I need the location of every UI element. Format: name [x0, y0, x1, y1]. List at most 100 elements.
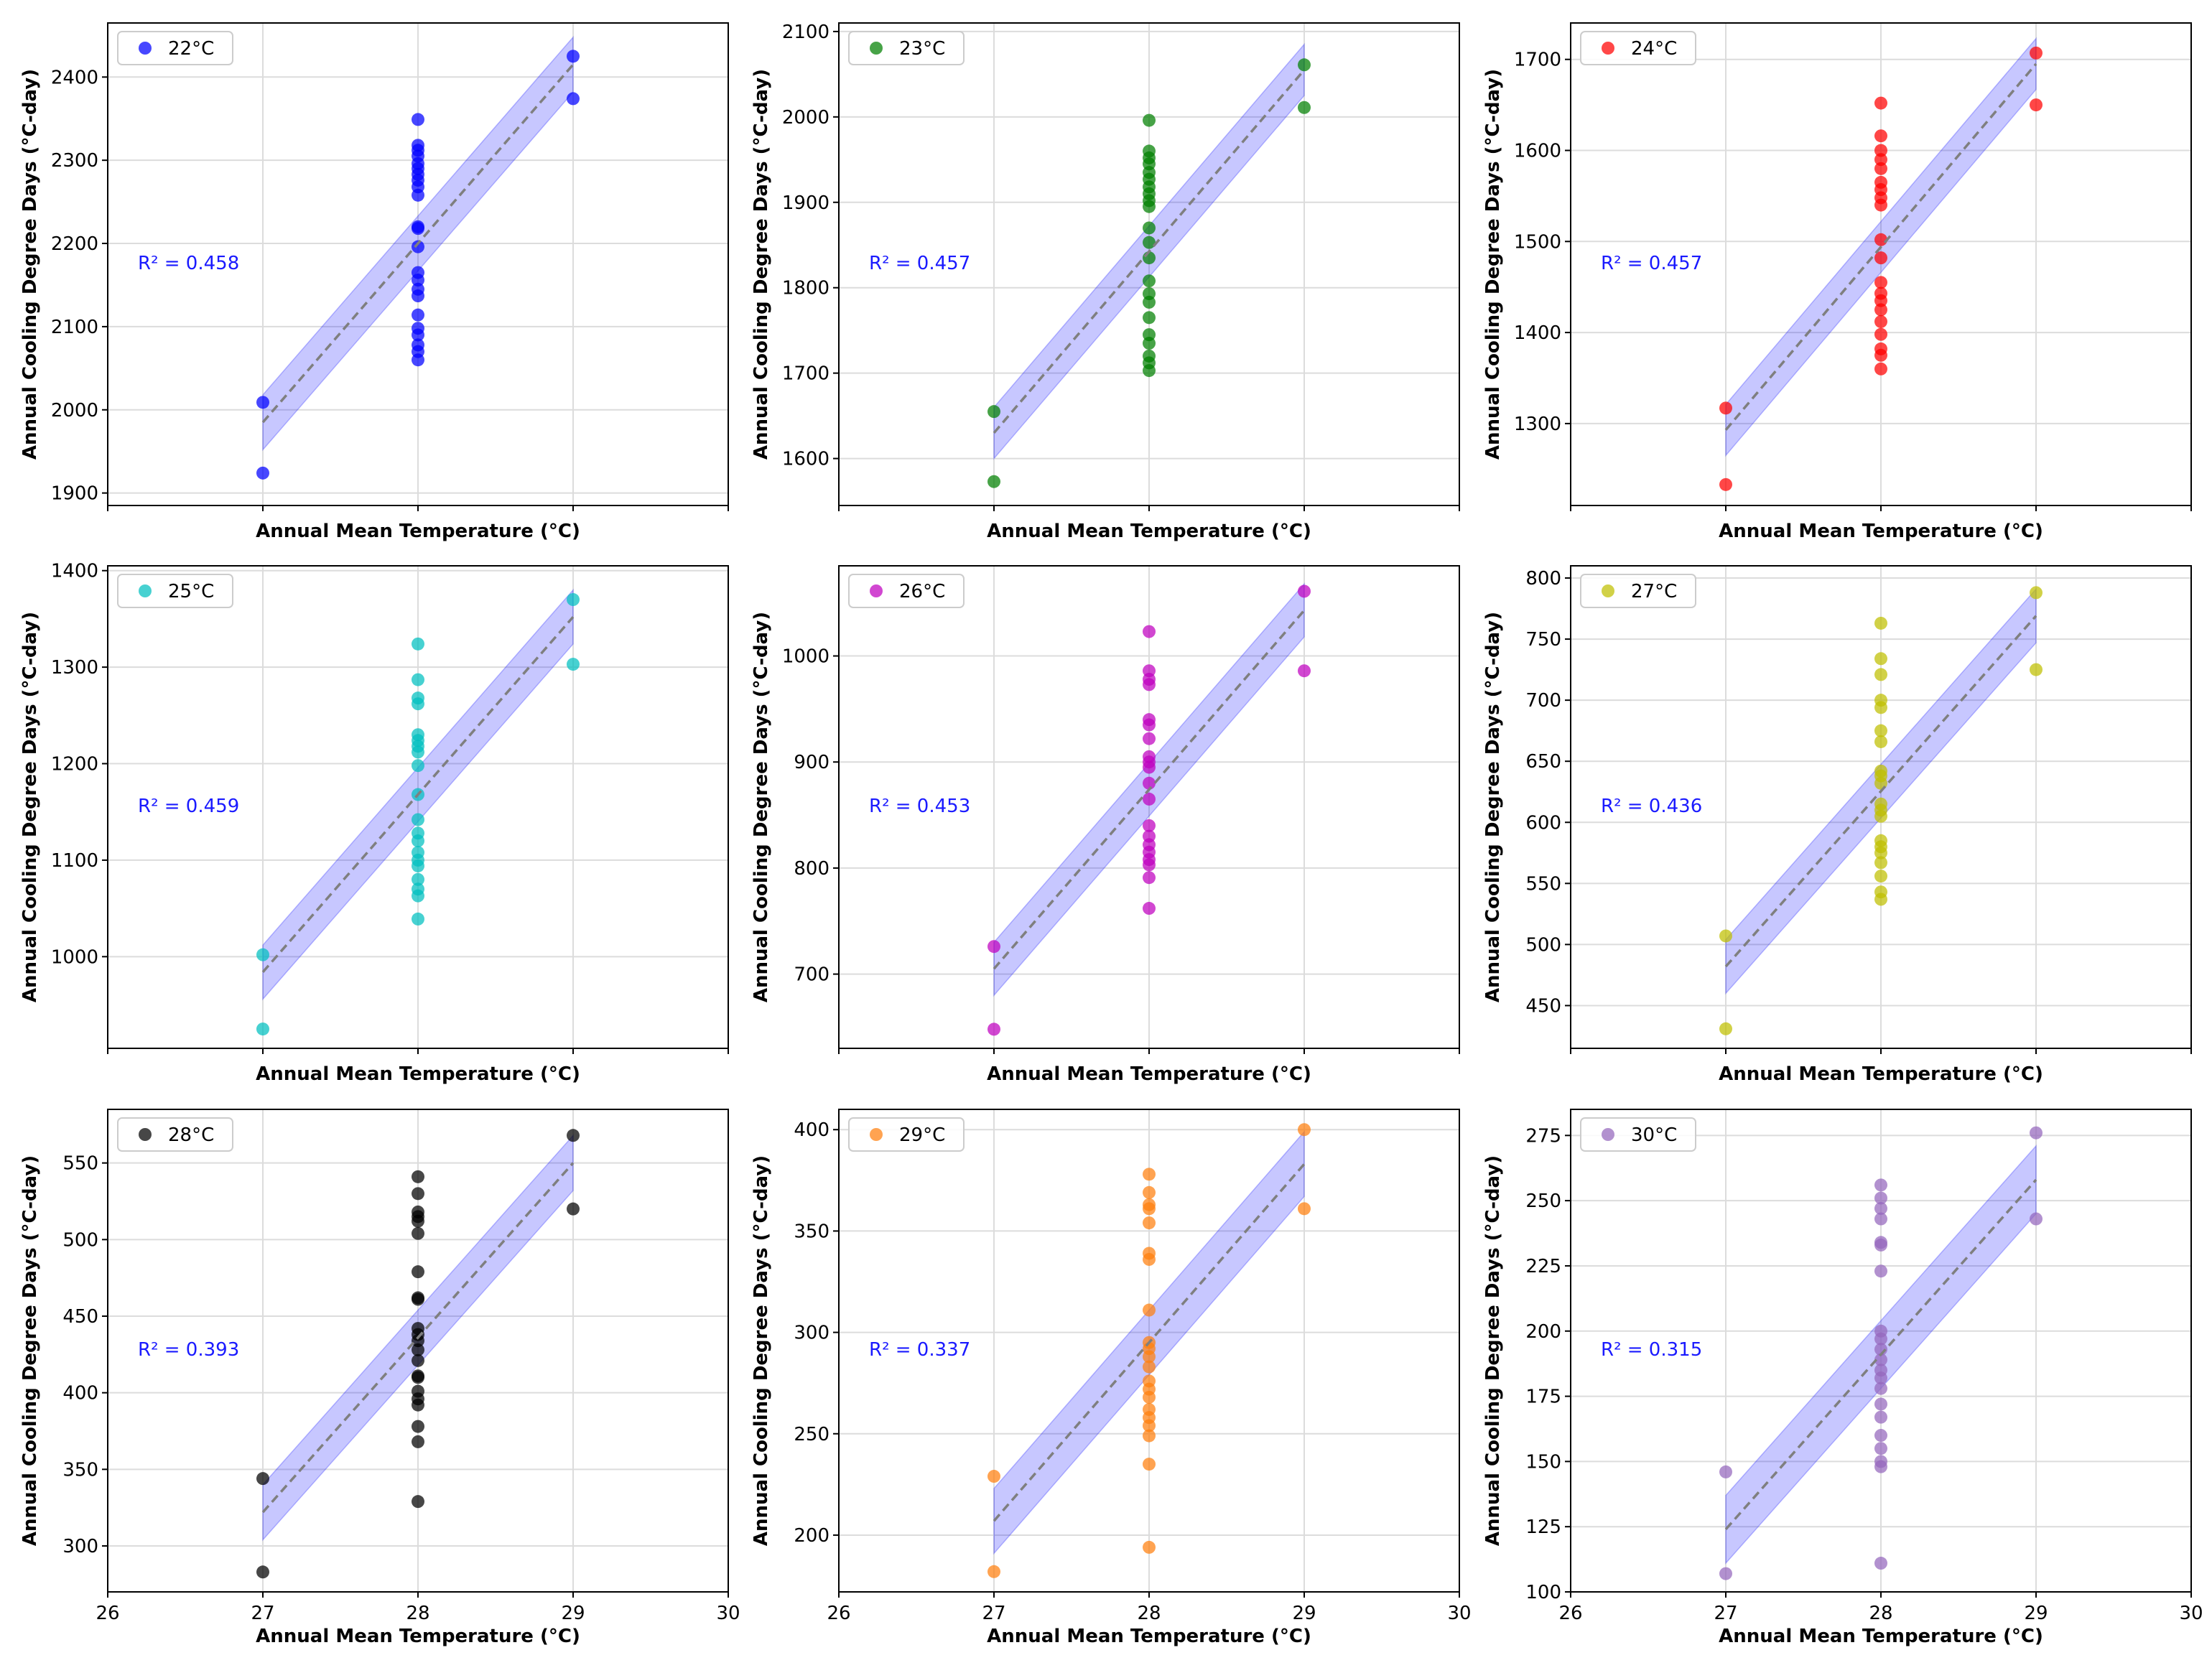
legend-label: 30°C [1631, 1124, 1677, 1146]
legend-label: 25°C [168, 581, 214, 602]
subplot-5: 700 800 900 1000 Annual Mean Temperature (°C… [750, 565, 1460, 1085]
data-point [567, 593, 580, 607]
data-point [1143, 718, 1156, 732]
y-tick-label: 275 [1525, 1125, 1561, 1147]
subplot-8: 200 250 300 350 400 26 27 28 29 30 Annual Mean Tem… [750, 1109, 1472, 1647]
y-tick-label: 650 [1525, 751, 1561, 773]
data-point [412, 673, 424, 686]
data-point [412, 353, 424, 367]
y-tick-label: 250 [794, 1424, 830, 1445]
fit-line [993, 609, 1306, 970]
x-axis-label: Annual Mean Temperature (°C) [1719, 1063, 2043, 1085]
data-point [1719, 1022, 1732, 1035]
x-axis-label: Annual Mean Temperature (°C) [256, 1063, 580, 1085]
data-point [412, 1398, 424, 1412]
data-point [1719, 1465, 1732, 1478]
data-point [1874, 701, 1887, 714]
data-point [1874, 1557, 1887, 1570]
data-point [1874, 1264, 1887, 1278]
data-point [412, 1371, 424, 1384]
r2-annotation: R² = 0.457 [869, 253, 970, 274]
y-tick-label: 1800 [782, 278, 830, 299]
data-point [256, 466, 269, 480]
data-point [1874, 162, 1887, 175]
fit-line [261, 1162, 575, 1514]
y-tick-label: 450 [62, 1306, 98, 1328]
legend-box [117, 1117, 233, 1152]
data-point [412, 834, 424, 848]
data-point [1143, 295, 1156, 309]
data-point [412, 859, 424, 872]
fit-line [993, 1163, 1306, 1522]
data-point [1143, 678, 1156, 691]
data-point [1143, 732, 1156, 745]
data-point [1874, 198, 1887, 212]
data-point [412, 637, 424, 651]
legend-label: 26°C [899, 581, 945, 602]
fit-line [261, 63, 575, 424]
fit-line [1724, 615, 2037, 968]
y-tick-label: 200 [1525, 1321, 1561, 1343]
data-point [1874, 1429, 1887, 1443]
data-point [1874, 893, 1887, 906]
data-point [1143, 871, 1156, 885]
fit-line [1724, 1178, 2037, 1530]
data-point [1874, 153, 1887, 167]
data-point [412, 1187, 424, 1201]
x-tick-label: 26 [827, 1603, 850, 1624]
data-point [1143, 221, 1156, 235]
data-point [1143, 1303, 1156, 1317]
data-point [1143, 364, 1156, 378]
data-point [1874, 1178, 1887, 1192]
data-point [988, 1470, 1000, 1483]
data-point [2030, 1212, 2043, 1226]
data-point [1874, 846, 1887, 859]
data-point [412, 872, 424, 886]
legend-marker [139, 584, 152, 597]
data-point [1874, 1191, 1887, 1205]
data-point [2030, 1126, 2043, 1140]
data-point [1719, 401, 1732, 415]
r2-annotation: R² = 0.337 [869, 1339, 970, 1361]
data-point [2030, 663, 2043, 676]
y-tick-label: 300 [62, 1536, 98, 1557]
y-tick-label: 1600 [1514, 141, 1561, 162]
data-point [1874, 233, 1887, 246]
y-tick-label: 2300 [51, 150, 98, 172]
data-point [1143, 1360, 1156, 1374]
data-point [1143, 1419, 1156, 1432]
y-tick-label: 750 [1525, 629, 1561, 651]
data-point [412, 1420, 424, 1433]
y-tick-label: 2100 [782, 22, 830, 43]
data-point [1298, 664, 1311, 678]
data-point [412, 1353, 424, 1367]
data-point [1874, 668, 1887, 681]
data-point [412, 889, 424, 903]
r2-annotation: R² = 0.458 [138, 253, 239, 274]
data-point [1874, 1332, 1887, 1346]
legend-box [117, 574, 233, 608]
data-point [1143, 1216, 1156, 1230]
y-tick-label: 700 [794, 964, 830, 986]
legend-marker [1602, 1128, 1614, 1141]
y-tick-label: 1400 [51, 561, 98, 582]
y-axis-label: Annual Cooling Degree Days (°C-day) [750, 1155, 772, 1546]
legend-label: 29°C [899, 1124, 945, 1146]
data-point [1143, 274, 1156, 288]
legend-label: 23°C [899, 38, 945, 60]
data-point [1874, 1442, 1887, 1455]
legend-label: 27°C [1631, 581, 1677, 602]
data-point [1298, 1123, 1311, 1137]
y-tick-label: 350 [62, 1459, 98, 1481]
legend-box [1580, 31, 1696, 65]
data-point [412, 745, 424, 759]
y-tick-label: 800 [1525, 568, 1561, 590]
r2-annotation: R² = 0.315 [1601, 1339, 1702, 1361]
data-point [1874, 1397, 1887, 1411]
legend-box [117, 31, 233, 65]
data-point [1874, 652, 1887, 666]
y-tick-label: 1300 [51, 657, 98, 679]
x-axis-label: Annual Mean Temperature (°C) [987, 521, 1311, 542]
legend-marker [870, 1128, 883, 1141]
y-tick-label: 2100 [51, 317, 98, 338]
